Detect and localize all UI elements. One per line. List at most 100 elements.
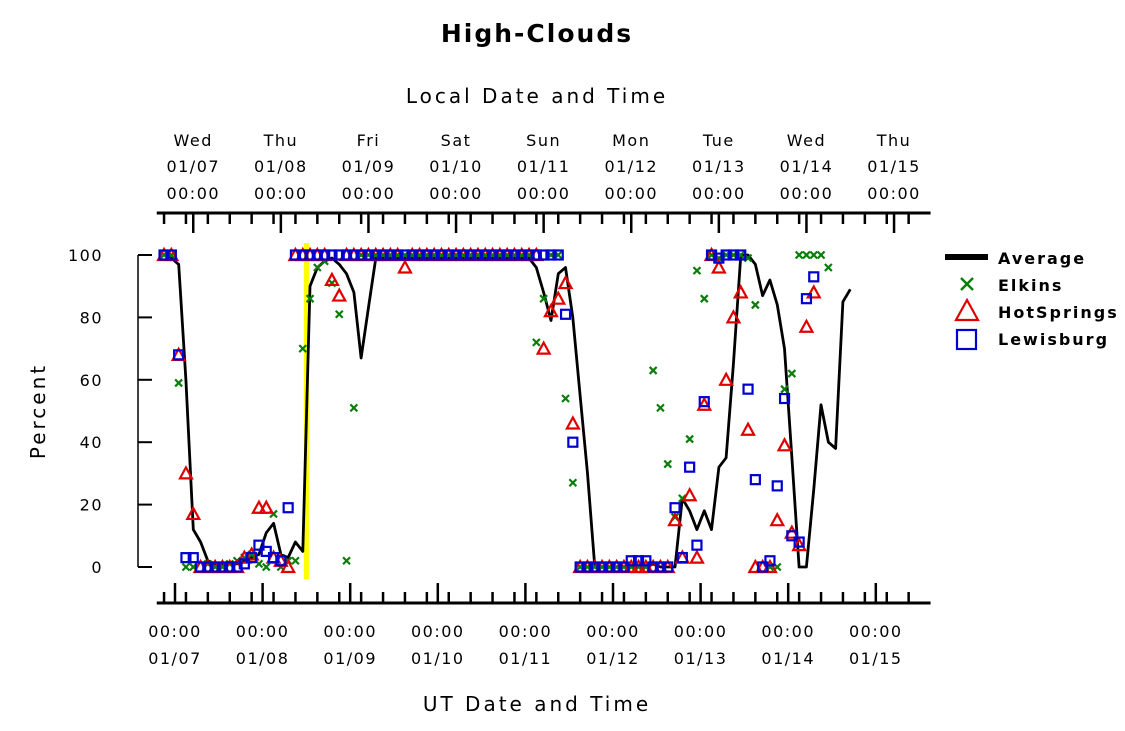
elkins-point [802, 250, 811, 260]
bottom-tick-date: 01/13 [674, 649, 728, 668]
y-tick-label: 40 [80, 433, 103, 452]
elkins-point [794, 250, 804, 260]
series-elkins [159, 250, 833, 572]
lewisburg-point [691, 539, 703, 551]
lewisburg-point [304, 249, 316, 261]
hotsprings-point [178, 465, 194, 480]
lewisburg-point [698, 396, 710, 408]
hotsprings-point [696, 396, 713, 411]
lewisburg-point [596, 561, 608, 573]
lewisburg-point [800, 293, 813, 305]
lewisburg-point [194, 561, 207, 573]
top-tick-day: Tue [702, 131, 735, 150]
bottom-tick-time: 00:00 [411, 622, 465, 641]
lewisburg-point [486, 249, 499, 261]
lewisburg-point [355, 249, 367, 261]
elkins-point [663, 459, 673, 469]
top-tick-day: Wed [787, 131, 826, 150]
bottom-tick-date: 01/08 [236, 649, 290, 668]
lewisburg-point [362, 249, 375, 261]
top-tick-time: 00:00 [780, 184, 834, 203]
hotsprings-point [258, 499, 275, 514]
hotsprings-point [397, 259, 413, 274]
hotsprings-point [776, 437, 793, 452]
lewisburg-point [523, 249, 535, 261]
lewisburg-point [216, 561, 229, 573]
lewisburg-point [611, 561, 623, 573]
lewisburg-point [231, 561, 243, 573]
lewisburg-point [370, 249, 382, 261]
lewisburg-point [180, 552, 192, 564]
lewisburg-point [516, 249, 528, 261]
top-tick-time: 00:00 [692, 184, 746, 203]
elkins-point [539, 294, 548, 303]
top-tick-time: 00:00 [342, 184, 396, 203]
hotsprings-point [667, 511, 683, 527]
elkins-point [568, 478, 578, 488]
lewisburg-point [457, 249, 469, 261]
lewisburg-point [377, 249, 389, 261]
bottom-tick-time: 00:00 [761, 622, 815, 641]
lewisburg-point [406, 249, 418, 261]
lewisburg-point [742, 383, 754, 395]
lewisburg-point [757, 561, 769, 573]
bottom-tick-time: 00:00 [849, 622, 903, 641]
lewisburg-point [684, 461, 696, 473]
lewisburg-point [421, 249, 433, 261]
top-tick-date: 01/11 [517, 157, 571, 176]
y-tick-label: 0 [91, 558, 103, 577]
chart-title: High-Clouds [441, 19, 633, 48]
top-tick-date: 01/14 [780, 157, 834, 176]
hotsprings-point [280, 558, 297, 574]
lewisburg-point [399, 249, 411, 261]
lewisburg-point [705, 249, 718, 261]
lewisburg-point [793, 536, 805, 548]
top-tick-date: 01/15 [867, 157, 921, 176]
lewisburg-point [508, 249, 521, 261]
lewisburg-point [808, 271, 820, 283]
lewisburg-point [465, 249, 477, 261]
bottom-tick-time: 00:00 [674, 622, 728, 641]
lewisburg-point [771, 480, 783, 492]
legend-label-lewisburg: Lewisburg [998, 330, 1109, 349]
lewisburg-point [319, 249, 331, 261]
elkins-point [342, 556, 351, 566]
lewisburg-point [275, 555, 287, 567]
elkins-point [349, 403, 359, 413]
hotsprings-point [791, 536, 808, 552]
elkins-point [261, 562, 271, 572]
bottom-tick-time: 00:00 [236, 622, 290, 641]
lewisburg-point [187, 552, 199, 564]
hotsprings-point [550, 290, 567, 305]
lewisburg-point [311, 249, 323, 261]
lewisburg-point [778, 392, 791, 405]
top-tick-day: Thu [876, 131, 912, 150]
bottom-tick-date: 01/07 [148, 649, 202, 668]
lewisburg-point [727, 249, 740, 261]
hotsprings-point [331, 287, 348, 302]
lewisburg-point [567, 436, 579, 448]
hotsprings-point [535, 340, 552, 355]
series-lewisburg [158, 249, 820, 573]
top-tick-time: 00:00 [867, 184, 921, 203]
lewisburg-point [224, 561, 236, 573]
lewisburg-point [720, 249, 732, 261]
elkins-point [809, 250, 819, 260]
lewisburg-point [632, 555, 645, 567]
top-axis-title: Local Date and Time [406, 84, 668, 108]
top-tick-time: 00:00 [429, 184, 483, 203]
top-tick-date: 01/07 [166, 157, 220, 176]
lewisburg-point [669, 502, 681, 514]
top-tick-day: Wed [174, 131, 213, 150]
hotsprings-point [557, 274, 574, 290]
elkins-point [780, 384, 789, 394]
hotsprings-point [324, 271, 340, 287]
legend: Average Elkins HotSprings Lewisburg [945, 249, 1117, 351]
legend-label-elkins: Elkins [998, 276, 1063, 295]
series-hotsprings [156, 246, 822, 574]
lewisburg-point [786, 530, 798, 542]
elkins-point [685, 434, 694, 444]
top-tick-time: 00:00 [517, 184, 571, 203]
bottom-tick-time: 00:00 [323, 622, 377, 641]
